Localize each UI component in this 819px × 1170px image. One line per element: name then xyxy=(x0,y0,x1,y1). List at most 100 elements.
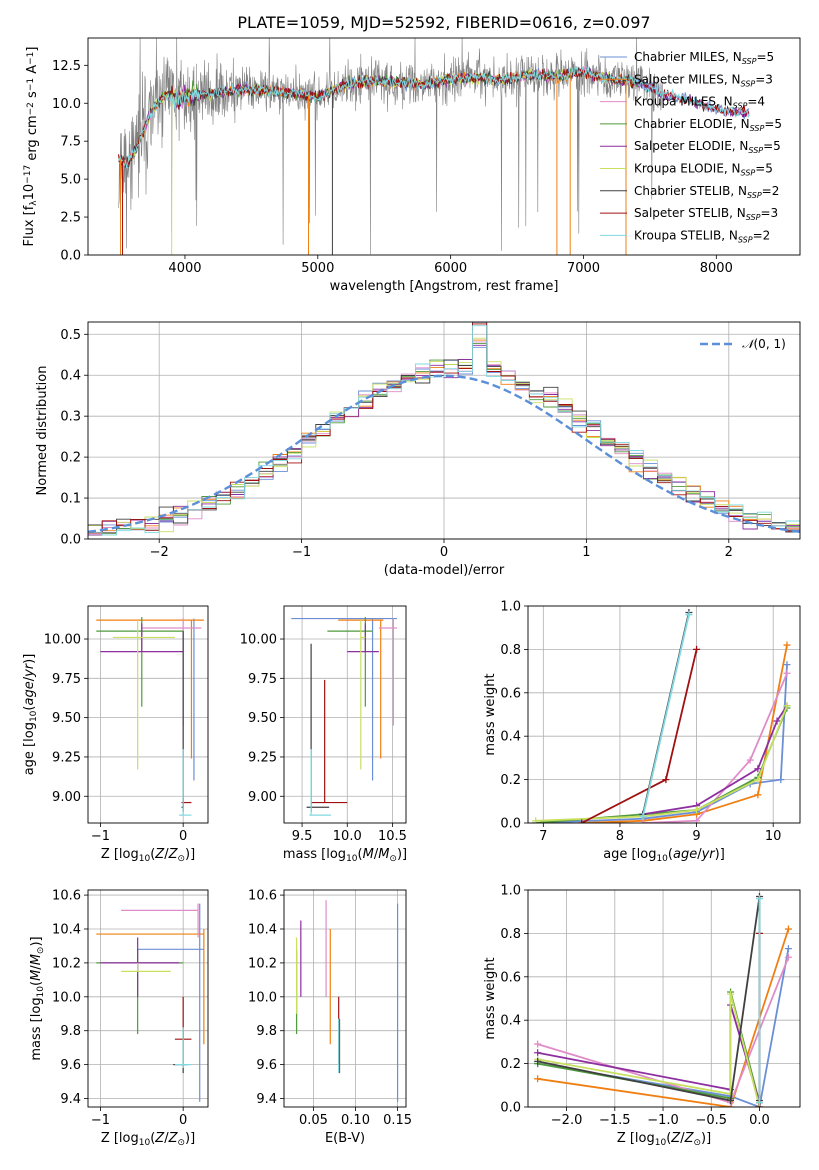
legend-label-2: Kroupa MILES, NSSP=4 xyxy=(634,95,765,111)
y-axis-label: mass weight xyxy=(483,957,498,1039)
y-tick-label: 10.2 xyxy=(52,956,81,971)
x-axis-label: age [log10(age/yr)] xyxy=(603,847,725,864)
x-tick-label: 9.5 xyxy=(292,829,313,844)
y-tick-label: 9.4 xyxy=(60,1092,81,1107)
x-tick-label: 6000 xyxy=(434,261,467,276)
series-marker-1 xyxy=(783,641,791,649)
axes-frame xyxy=(87,605,209,824)
series-line-0 xyxy=(537,948,790,1107)
x-tick-label: 10.5 xyxy=(378,829,407,844)
x-tick-label: 0 xyxy=(179,829,187,844)
y-tick-label: 10.6 xyxy=(248,889,277,904)
x-tick-label: −1 xyxy=(91,1113,110,1128)
axes-residuals: −2 −1 0 1 2 0.0 0.1 0.2 0.3 0.4 0.5 𝒩(0, 1) (data-mo… xyxy=(35,321,801,578)
y-tick-label: 10.0 xyxy=(52,97,81,112)
x-tick-label: 0 xyxy=(179,1113,187,1128)
y-tick-label: 9.50 xyxy=(52,711,81,726)
axes-mass-vs-Z: −1 0 9.4 9.6 9.8 10.0 10.2 10.4 10.6 Z [log10(Z/Z… xyxy=(29,889,209,1148)
y-tick-label: 2.5 xyxy=(60,211,81,226)
y-tick-label: 9.6 xyxy=(60,1058,81,1073)
x-axis-label: mass [log10(M/M⊙)] xyxy=(283,847,407,864)
normal-curve xyxy=(88,374,800,533)
x-tick-label: 0.10 xyxy=(341,1113,370,1128)
series-marker-7 xyxy=(578,819,586,823)
y-tick-label: 10.4 xyxy=(248,922,277,937)
series-marker-4 xyxy=(773,717,781,725)
errorbar-5 xyxy=(112,620,175,770)
plot-area xyxy=(96,617,204,816)
axes-age-vs-Z: −1 0 9.00 9.25 9.50 9.75 10.00 Z [log10(Z/Z⊙)] a… xyxy=(22,605,209,864)
axes-spectrum: 4000 5000 6000 7000 8000 0.0 2.5 5.0 7.5 10.0 12.5… xyxy=(22,37,801,294)
y-tick-label: 0.0 xyxy=(500,1101,521,1116)
y-tick-label: 9.25 xyxy=(248,750,277,765)
series-marker-0 xyxy=(783,661,791,669)
y-tick-label: 0.0 xyxy=(60,533,81,548)
y-tick-label: 9.00 xyxy=(248,790,277,805)
x-tick-label: 0.05 xyxy=(299,1113,328,1128)
series-marker-2 xyxy=(534,1040,542,1048)
plot-area xyxy=(534,893,792,1107)
errorbar-5 xyxy=(121,962,171,972)
series-marker-8 xyxy=(685,611,693,619)
y-tick-label: 1.0 xyxy=(500,884,521,899)
series-marker-1 xyxy=(754,791,762,799)
plot-area xyxy=(532,609,791,823)
y-tick-label: 0.8 xyxy=(500,927,521,942)
x-axis-label: (data-model)/error xyxy=(384,563,505,578)
y-tick-label: 9.8 xyxy=(256,1024,277,1039)
y-tick-label: 0.1 xyxy=(60,492,81,507)
legend-label-4: Salpeter ELODIE, NSSP=5 xyxy=(634,139,781,155)
figure-title: PLATE=1059, MJD=52592, FIBERID=0616, z=0… xyxy=(237,13,650,32)
x-tick-label: 10.0 xyxy=(333,829,362,844)
series-marker-5 xyxy=(532,817,540,823)
y-tick-label: 10.00 xyxy=(240,633,277,648)
y-tick-label: 0.0 xyxy=(500,817,521,832)
y-tick-label: 9.75 xyxy=(52,672,81,687)
x-tick-label: 5000 xyxy=(301,261,334,276)
series-marker-5 xyxy=(754,776,762,784)
y-tick-label: 0.3 xyxy=(60,410,81,425)
plot-area xyxy=(118,38,750,255)
x-tick-label: −1.5 xyxy=(599,1113,631,1128)
axes-frame xyxy=(283,889,407,1108)
y-tick-label: 0.0 xyxy=(60,249,81,264)
legend-spectrum: Chabrier MILES, NSSP=5 Salpeter MILES, NS… xyxy=(600,50,782,244)
errorbar-8 xyxy=(179,749,192,816)
axes-age-vs-mass: 9.5 10.0 10.5 9.00 9.25 9.50 9.75 10.00 mass [lo… xyxy=(240,605,407,864)
errorbar-8 xyxy=(309,749,331,816)
series-marker-0 xyxy=(777,776,785,784)
x-tick-label: 9 xyxy=(692,829,700,844)
x-tick-label: −2.0 xyxy=(551,1113,583,1128)
legend-label-8: Kroupa STELIB, NSSP=2 xyxy=(634,228,770,244)
series-marker-2 xyxy=(639,819,647,823)
errorbar-1 xyxy=(96,928,205,1045)
x-axis-label: Z [log10(Z/Z⊙)] xyxy=(101,1131,195,1148)
series-marker-5 xyxy=(783,702,791,710)
legend-label-normal: 𝒩(0, 1) xyxy=(742,337,786,351)
y-tick-label: 9.25 xyxy=(52,750,81,765)
y-tick-label: 10.6 xyxy=(52,889,81,904)
series-line-1 xyxy=(537,928,790,1107)
x-tick-label: 10 xyxy=(765,829,782,844)
y-tick-label: 0.4 xyxy=(500,1014,521,1029)
y-tick-label: 10.0 xyxy=(52,990,81,1005)
y-tick-label: 1.0 xyxy=(500,600,521,615)
x-tick-label: −2 xyxy=(150,545,169,560)
series-marker-8 xyxy=(639,812,647,820)
x-tick-label: 0 xyxy=(440,545,448,560)
series-marker-6 xyxy=(534,1057,542,1065)
y-tick-label: 9.8 xyxy=(60,1024,81,1039)
y-tick-label: 9.75 xyxy=(248,672,277,687)
gridlines xyxy=(284,606,406,823)
y-tick-label: 10.00 xyxy=(44,633,81,648)
x-axis-label: Z [log10(Z/Z⊙)] xyxy=(617,1131,711,1148)
series-line-8 xyxy=(642,614,690,817)
axes-mass-vs-EBV: 0.05 0.10 0.15 9.4 9.6 9.8 10.0 10.2 10.4 10.6 E(B… xyxy=(248,889,412,1146)
errorbar-8 xyxy=(174,1027,192,1069)
y-tick-label: 0.4 xyxy=(60,369,81,384)
errorbar-7 xyxy=(311,679,348,804)
y-tick-label: 0.2 xyxy=(500,773,521,788)
x-tick-label: 0.0 xyxy=(749,1113,770,1128)
series-line-0 xyxy=(535,664,788,823)
